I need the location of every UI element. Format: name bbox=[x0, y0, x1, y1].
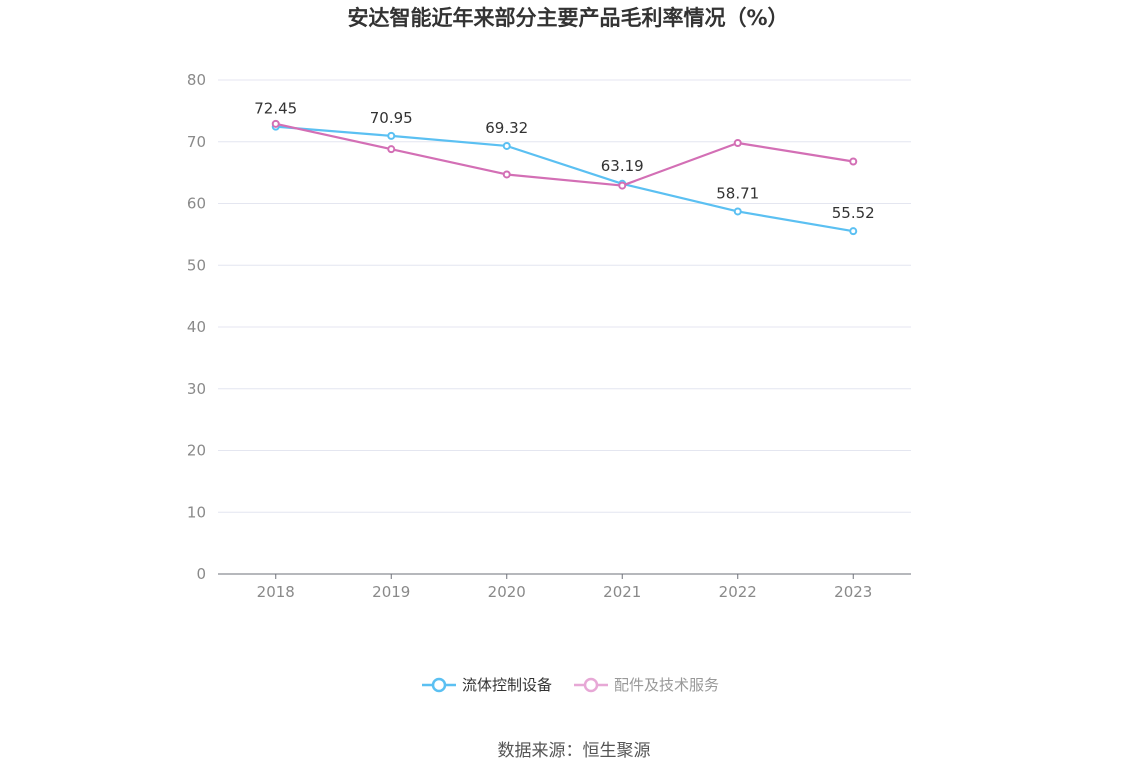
y-tick-label: 40 bbox=[187, 318, 206, 336]
data-point bbox=[387, 131, 396, 140]
x-tick-label: 2018 bbox=[257, 583, 295, 601]
y-tick-label: 10 bbox=[187, 503, 206, 521]
y-axis: 0 10 20 30 40 50 60 70 80 bbox=[187, 71, 206, 583]
legend-label: 配件及技术服务 bbox=[614, 676, 719, 694]
y-tick-label: 70 bbox=[187, 133, 206, 151]
x-tick-label: 2021 bbox=[603, 583, 641, 601]
data-source: 数据来源：恒生聚源 bbox=[497, 741, 651, 761]
data-label: 72.45 bbox=[254, 100, 297, 118]
data-label: 63.19 bbox=[601, 157, 644, 175]
data-point bbox=[618, 181, 627, 190]
series-lines bbox=[271, 119, 858, 236]
x-tick-label: 2019 bbox=[372, 583, 410, 601]
data-labels: 72.45 70.95 69.32 63.19 58.71 55.52 bbox=[254, 100, 874, 223]
data-label: 58.71 bbox=[716, 184, 759, 202]
x-tick-label: 2020 bbox=[488, 583, 526, 601]
x-axis: 2018 2019 2020 2021 2022 2023 bbox=[218, 573, 911, 601]
data-point bbox=[733, 138, 742, 147]
data-point bbox=[387, 145, 396, 154]
legend-marker bbox=[431, 677, 447, 693]
data-point bbox=[733, 207, 742, 216]
data-label: 55.52 bbox=[832, 204, 875, 222]
legend-item-2[interactable]: 配件及技术服务 bbox=[574, 676, 719, 694]
y-tick-label: 80 bbox=[187, 71, 206, 89]
legend-item-1[interactable]: 流体控制设备 bbox=[422, 676, 552, 694]
y-tick-label: 0 bbox=[196, 565, 206, 583]
legend-label: 流体控制设备 bbox=[462, 676, 552, 694]
y-tick-label: 30 bbox=[187, 380, 206, 398]
data-point bbox=[502, 170, 511, 179]
series-line-2 bbox=[275, 122, 854, 187]
series-line-1 bbox=[275, 125, 854, 233]
x-tick-label: 2022 bbox=[719, 583, 757, 601]
chart-title: 安达智能近年来部分主要产品毛利率情况（%） bbox=[347, 6, 789, 30]
data-point bbox=[849, 227, 858, 236]
legend[interactable]: 流体控制设备 配件及技术服务 bbox=[422, 676, 719, 694]
data-point bbox=[502, 141, 511, 150]
data-point bbox=[271, 119, 280, 128]
y-tick-label: 60 bbox=[187, 195, 206, 213]
y-tick-label: 20 bbox=[187, 442, 206, 460]
data-label: 70.95 bbox=[370, 109, 413, 127]
data-point bbox=[849, 157, 858, 166]
data-label: 69.32 bbox=[485, 119, 528, 137]
y-tick-label: 50 bbox=[187, 256, 206, 274]
grid-lines bbox=[218, 79, 911, 513]
legend-marker bbox=[583, 677, 599, 693]
x-tick-label: 2023 bbox=[834, 583, 872, 601]
